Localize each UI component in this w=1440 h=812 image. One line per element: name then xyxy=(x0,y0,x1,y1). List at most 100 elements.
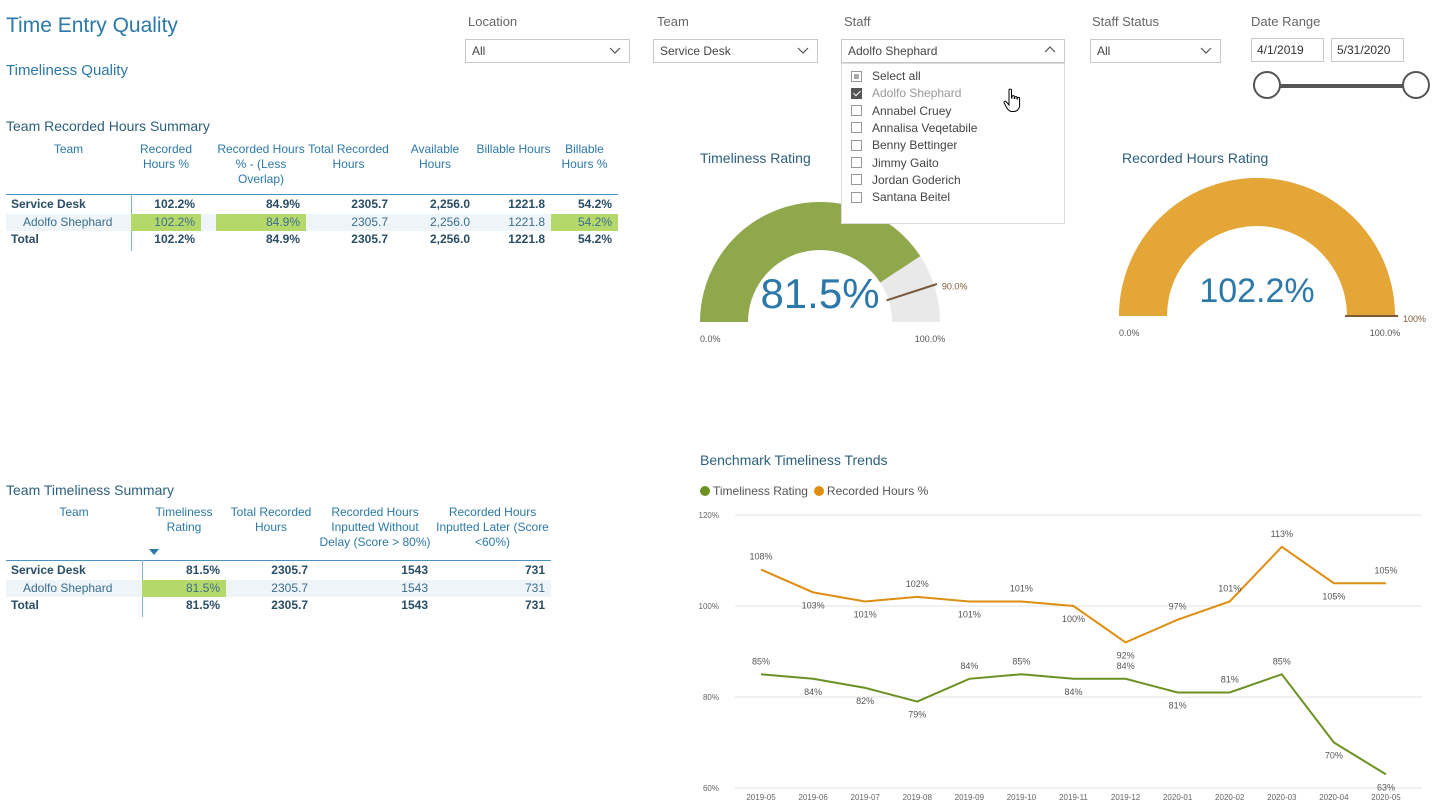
team-filter-label: Team xyxy=(657,14,689,29)
table-cell: 2305.7 xyxy=(271,563,308,577)
staff-status-dropdown-value: All xyxy=(1097,44,1111,58)
legend-marker-timeliness xyxy=(700,486,710,496)
row-label: Adolfo Shephard xyxy=(23,214,113,229)
header-divider xyxy=(6,194,618,195)
column-header[interactable]: Available Hours xyxy=(410,142,460,171)
data-label: 84% xyxy=(960,661,978,671)
column-header[interactable]: Recorded Hours % xyxy=(139,142,193,171)
date-range-end-handle[interactable] xyxy=(1402,71,1430,99)
data-label: 63% xyxy=(1377,782,1395,792)
staff-status-dropdown[interactable]: All xyxy=(1090,39,1221,63)
location-dropdown[interactable]: All xyxy=(465,39,630,63)
staff-filter-label: Staff xyxy=(844,14,871,29)
date-range-start-handle[interactable] xyxy=(1253,71,1281,99)
data-label: 70% xyxy=(1325,751,1343,761)
table-cell: 731 xyxy=(524,598,545,612)
x-tick-label: 2019-05 xyxy=(746,793,776,802)
data-label: 101% xyxy=(854,609,877,619)
staff-option[interactable]: Annabel Cruey xyxy=(851,103,951,119)
column-header[interactable]: Total Recorded Hours xyxy=(308,142,389,171)
row-label: Total xyxy=(11,598,39,612)
column-header[interactable]: Timeliness Rating xyxy=(155,505,213,534)
data-label: 84% xyxy=(1064,687,1082,697)
x-tick-label: 2019-08 xyxy=(903,793,933,802)
table-cell: 84.9% xyxy=(216,213,306,231)
data-label: 102% xyxy=(906,579,929,589)
staff-option[interactable]: Jordan Goderich xyxy=(851,172,961,188)
column-header[interactable]: Team xyxy=(59,505,89,519)
x-tick-label: 2019-06 xyxy=(798,793,828,802)
staff-option[interactable]: Jimmy Gaito xyxy=(851,155,939,171)
date-range-slider-track[interactable] xyxy=(1268,84,1416,88)
table-cell: 2,256.0 xyxy=(429,232,470,246)
checkbox[interactable] xyxy=(851,174,862,186)
data-label: 84% xyxy=(804,687,822,697)
checkbox[interactable] xyxy=(851,122,862,134)
staff-option[interactable]: Santana Beitel xyxy=(851,189,950,205)
table-cell: 1543 xyxy=(401,598,428,612)
table-cell: 1221.8 xyxy=(508,197,545,211)
staff-option[interactable]: Annalisa Veqetabile xyxy=(851,120,977,136)
table-cell: 2305.7 xyxy=(271,580,308,595)
data-label: 101% xyxy=(1218,583,1241,593)
data-label: 85% xyxy=(1273,656,1291,666)
staff-option-label: Annalisa Veqetabile xyxy=(872,120,978,135)
x-tick-label: 2019-09 xyxy=(955,793,985,802)
sort-descending-icon[interactable] xyxy=(149,549,159,555)
y-tick-label: 120% xyxy=(699,511,719,520)
data-label: 101% xyxy=(1010,583,1033,593)
gauge-fill xyxy=(1119,178,1395,316)
gauge-target-label: 100% xyxy=(1403,314,1426,324)
gauge-target-marker xyxy=(886,283,938,302)
data-label: 81% xyxy=(1169,700,1187,710)
table-cell: 1221.8 xyxy=(508,214,545,229)
date-range-start-input[interactable]: 4/1/2019 xyxy=(1251,38,1324,62)
y-tick-label: 80% xyxy=(703,693,719,702)
checkbox[interactable] xyxy=(851,157,862,168)
x-tick-label: 2019-10 xyxy=(1007,793,1037,802)
column-header[interactable]: Recorded Hours Inputted Without Delay (S… xyxy=(319,505,431,549)
column-header[interactable]: Recorded Hours Inputted Later (Score <60… xyxy=(436,505,549,549)
table-cell: 84.9% xyxy=(265,197,300,211)
staff-dropdown[interactable]: Adolfo Shephard xyxy=(841,39,1065,63)
checkbox[interactable] xyxy=(851,139,862,151)
series-line xyxy=(760,545,1386,644)
checkbox[interactable] xyxy=(851,87,862,99)
table-cell: 2305.7 xyxy=(351,232,388,246)
staff-option-label: Jimmy Gaito xyxy=(872,155,939,170)
checkbox[interactable] xyxy=(851,191,862,203)
table-cell: 102.2% xyxy=(154,197,195,211)
row-label: Service Desk xyxy=(11,197,86,211)
header-divider xyxy=(6,560,551,561)
gauge-value: 102.2% xyxy=(1199,272,1314,310)
x-tick-label: 2019-07 xyxy=(851,793,881,802)
column-header[interactable]: Total Recorded Hours xyxy=(230,505,312,534)
hours-summary-table: Team Recorded Hours % Recorded Hours % - (… xyxy=(6,142,618,252)
legend-label-recorded: Recorded Hours % xyxy=(826,484,929,498)
row-label: Adolfo Shephard xyxy=(23,580,113,595)
staff-option[interactable]: Select all xyxy=(851,68,921,84)
x-tick-label: 2020-01 xyxy=(1163,793,1193,802)
data-label: 81% xyxy=(1221,674,1239,684)
column-header[interactable]: Team xyxy=(53,142,84,156)
staff-option[interactable]: Adolfo Shephard xyxy=(851,85,961,101)
hand-cursor-icon xyxy=(1003,88,1021,112)
staff-option[interactable]: Benny Bettinger xyxy=(851,137,957,153)
date-range-end-input[interactable]: 5/31/2020 xyxy=(1331,38,1404,62)
table-cell: 81.5% xyxy=(142,579,226,597)
table-cell: 84.9% xyxy=(265,232,300,246)
data-label: 103% xyxy=(802,600,825,610)
date-range-label: Date Range xyxy=(1251,14,1321,29)
team-dropdown[interactable]: Service Desk xyxy=(653,39,818,63)
column-header[interactable]: Recorded Hours % - (Less Overlap) xyxy=(217,142,305,186)
chevron-up-icon xyxy=(1044,46,1056,53)
column-header[interactable]: Billable Hours % xyxy=(561,142,608,171)
checkbox[interactable] xyxy=(851,70,862,82)
legend-marker-recorded xyxy=(813,486,824,496)
location-dropdown-value: All xyxy=(472,44,486,58)
gauge-fill xyxy=(700,201,921,322)
column-header[interactable]: Billable Hours xyxy=(476,142,551,156)
staff-dropdown-value: Adolfo Shephard xyxy=(848,44,938,58)
checkbox[interactable] xyxy=(851,105,862,117)
staff-option-label: Santana Beitel xyxy=(872,190,951,205)
